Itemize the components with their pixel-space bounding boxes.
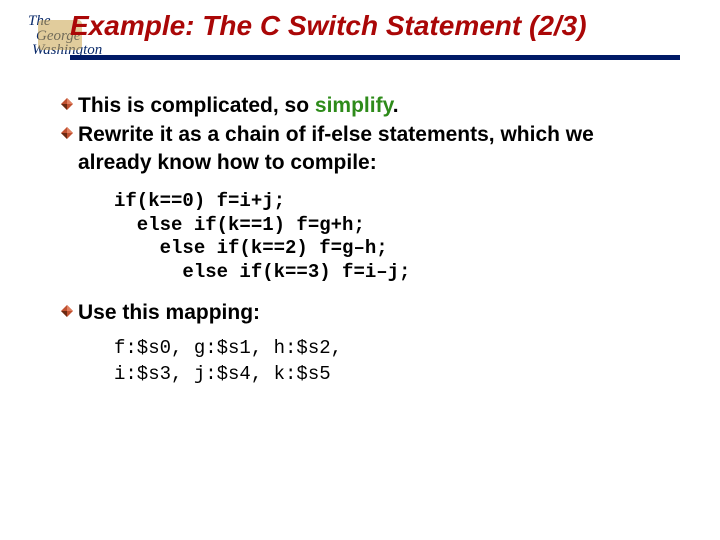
code-block: if(k==0) f=i+j; else if(k==1) f=g+h; els… <box>114 190 670 285</box>
bullet-1-highlight: simplify <box>315 94 393 117</box>
bullet-3: Use this mapping: <box>60 299 670 326</box>
bullet-1: This is complicated, so simplify. <box>60 92 670 119</box>
diamond-bullet-icon <box>60 304 74 318</box>
slide-content: This is complicated, so simplify. Rewrit… <box>60 92 670 387</box>
diamond-bullet-icon <box>60 97 74 111</box>
slide: The George Washington Example: The C Swi… <box>0 0 720 540</box>
mapping-block: f:$s0, g:$s1, h:$s2, i:$s3, j:$s4, k:$s5 <box>114 336 670 387</box>
bullet-3-text: Use this mapping: <box>78 299 260 326</box>
slide-title: Example: The C Switch Statement (2/3) <box>70 10 587 42</box>
bullet-2: Rewrite it as a chain of if-else stateme… <box>60 121 670 176</box>
bullet-2-text: Rewrite it as a chain of if-else stateme… <box>78 121 670 176</box>
bullet-1-pre: This is complicated, so <box>78 94 315 117</box>
bullet-1-post: . <box>393 94 399 117</box>
bullet-1-text: This is complicated, so simplify. <box>78 92 399 119</box>
title-rule <box>70 55 680 60</box>
diamond-bullet-icon <box>60 126 74 140</box>
